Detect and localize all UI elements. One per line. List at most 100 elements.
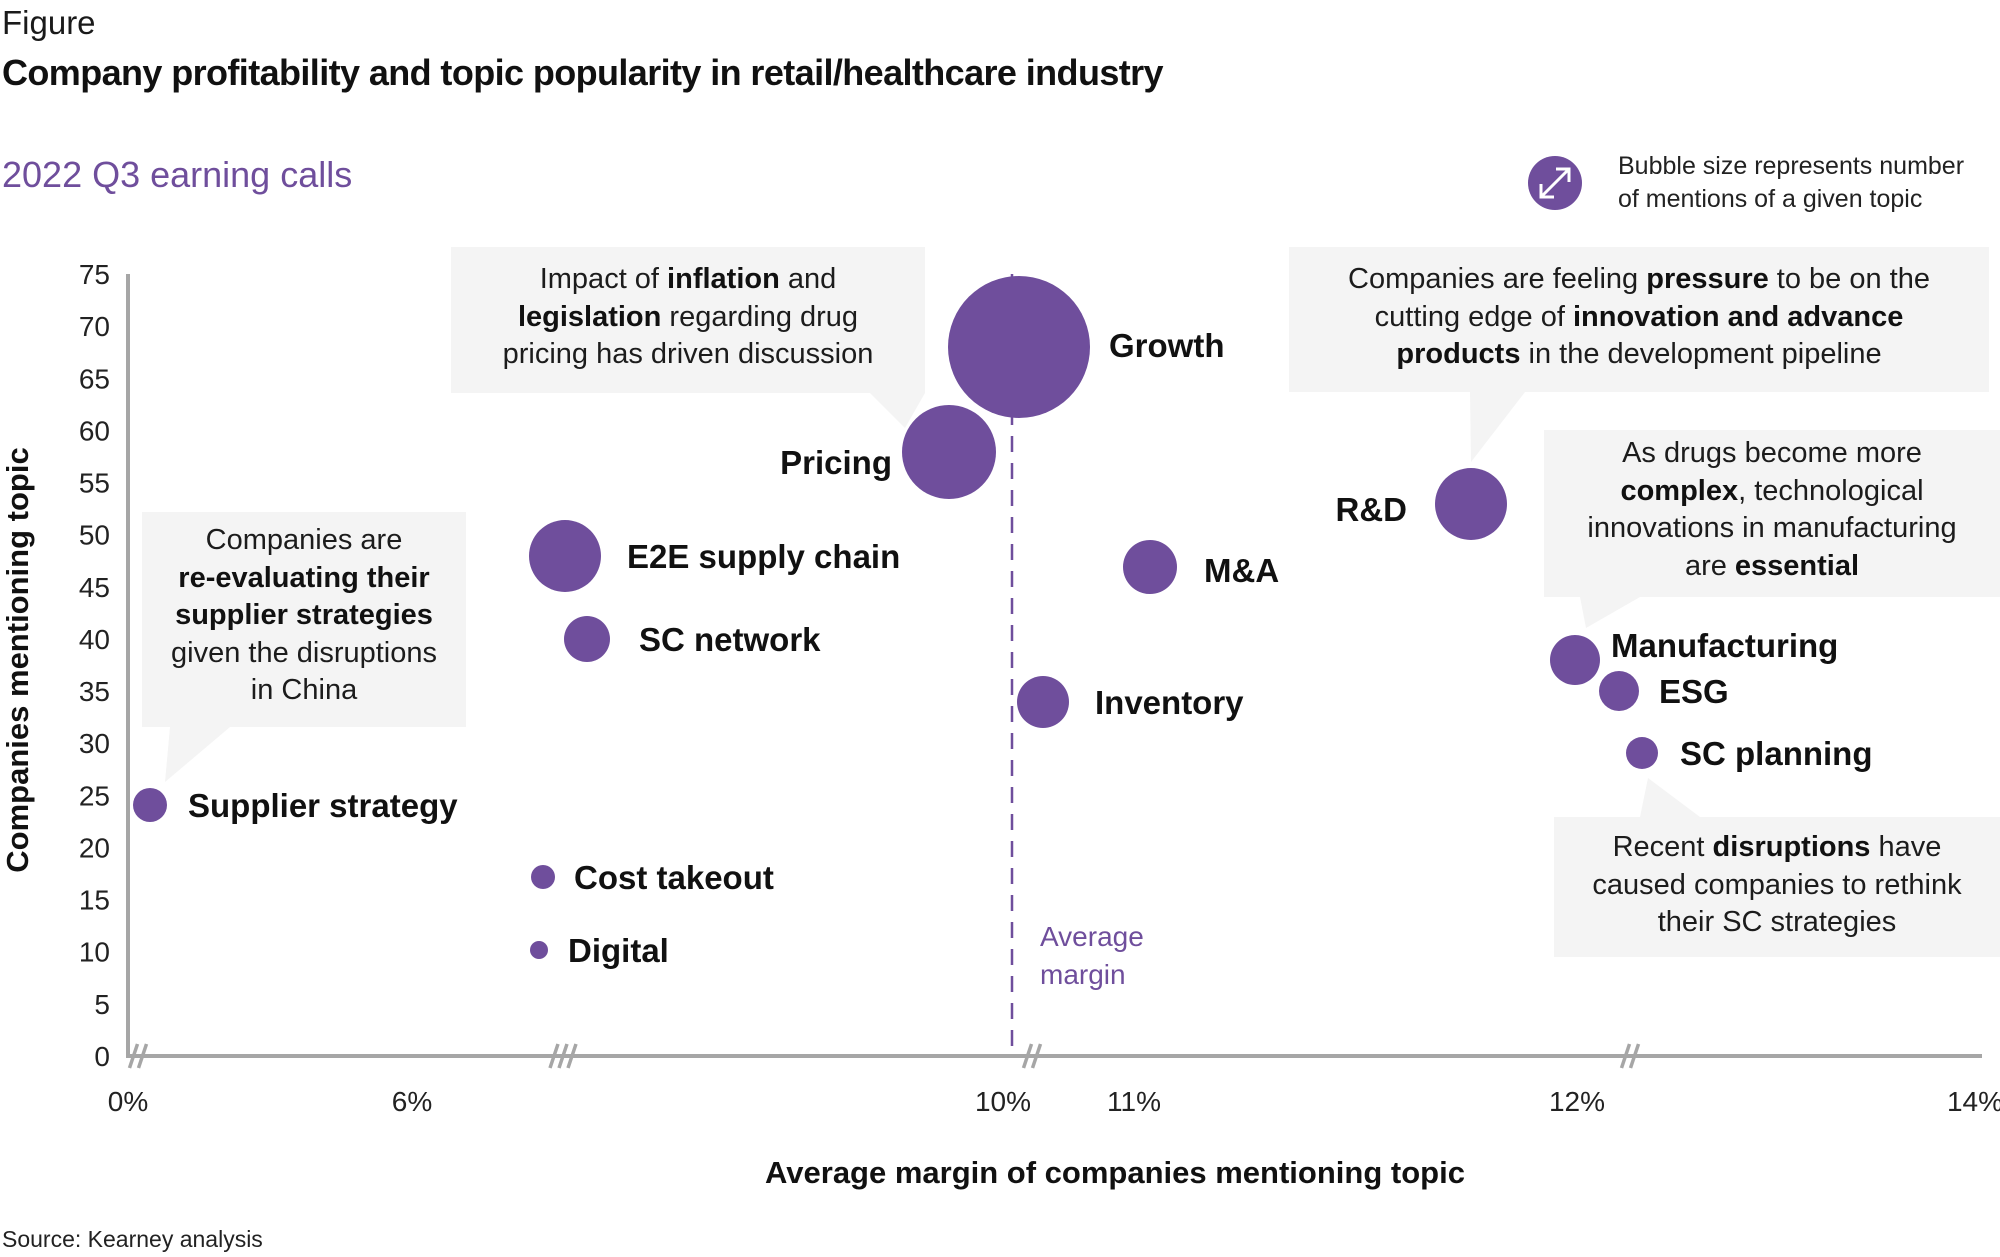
y-tick-label: 25 xyxy=(79,780,110,811)
y-tick-label: 35 xyxy=(79,676,110,707)
bubble-label: Pricing xyxy=(780,444,892,481)
callout-text: in the development pipeline xyxy=(1520,338,1882,370)
y-tick-label: 45 xyxy=(79,572,110,603)
bubble-growth xyxy=(948,276,1090,418)
figure-label: Figure xyxy=(2,4,96,41)
callout-tails xyxy=(165,392,1700,817)
callout-text: products xyxy=(1396,338,1521,370)
y-tick-label: 15 xyxy=(79,885,110,916)
bubble-sc-planning xyxy=(1626,737,1658,769)
y-tick-label: 50 xyxy=(79,520,110,551)
size-legend-line-2: of mentions of a given topic xyxy=(1618,185,1923,213)
x-tick-label: 14% xyxy=(1947,1086,2000,1117)
callout-rnd: Companies are feeling pressure to be on … xyxy=(1289,247,1989,392)
bubble-label: R&D xyxy=(1336,491,1408,528)
break-stroke xyxy=(566,1043,578,1069)
axis-break-mark xyxy=(1021,1043,1043,1069)
y-tick-label: 0 xyxy=(94,1041,110,1072)
callout-tail xyxy=(1640,778,1700,817)
callout-tail xyxy=(1470,392,1525,462)
y-tick-label: 20 xyxy=(79,832,110,863)
callout-text: pressure xyxy=(1646,263,1769,295)
bubble-label: Inventory xyxy=(1095,684,1244,721)
resize-arrows-icon xyxy=(1528,156,1582,210)
bubble-manufacturing xyxy=(1550,635,1600,685)
break-stroke xyxy=(548,1043,560,1069)
callout-pricing: Impact of inflation and legislation regar… xyxy=(451,247,925,393)
bubble-labels: Supplier strategy E2E supply chain SC netw… xyxy=(188,327,1873,969)
y-tick-label: 60 xyxy=(79,415,110,446)
break-stroke xyxy=(1030,1043,1043,1069)
y-tick-label: 30 xyxy=(79,728,110,759)
callout-tail xyxy=(165,727,230,782)
bubble-label: Digital xyxy=(568,932,669,969)
callout-text: pricing has driven discussion xyxy=(502,338,874,370)
bubble-pricing xyxy=(902,405,996,499)
break-stroke xyxy=(136,1043,149,1069)
y-tick-label: 65 xyxy=(79,363,110,394)
y-tick-label: 5 xyxy=(94,989,110,1020)
callout-text: caused companies to rethink xyxy=(1592,868,1962,901)
y-tick-label: 55 xyxy=(79,468,110,499)
bubble-label: Manufacturing xyxy=(1611,627,1838,664)
callout-text: supplier strategies xyxy=(175,599,433,631)
axis-break-mark xyxy=(1619,1043,1641,1069)
callout-manufacturing: As drugs become more complex, technologic… xyxy=(1544,430,2000,597)
callout-text: Recent xyxy=(1612,831,1713,863)
callout-text: complex xyxy=(1620,474,1739,507)
callout-tail xyxy=(1580,597,1640,628)
bubble-r-d xyxy=(1435,468,1507,540)
bubble-digital xyxy=(530,941,548,959)
source-note: Source: Kearney analysis xyxy=(2,1226,263,1252)
break-stroke xyxy=(127,1043,140,1069)
y-tick-label: 40 xyxy=(79,624,110,655)
average-margin-label: Average xyxy=(1040,921,1144,952)
callout-text: , technological xyxy=(1738,474,1924,507)
y-tick-label: 75 xyxy=(79,259,110,290)
callout-text: innovation and advance xyxy=(1572,300,1904,333)
chart-title: Company profitability and topic populari… xyxy=(2,52,1164,93)
callout-text: their SC strategies xyxy=(1657,906,1897,938)
bubble-label: Supplier strategy xyxy=(188,787,458,824)
break-stroke xyxy=(1619,1043,1632,1069)
x-tick-label: 10% xyxy=(975,1086,1031,1117)
bubble-label: SC planning xyxy=(1680,735,1873,772)
break-stroke xyxy=(1628,1043,1641,1069)
callout-text: innovations in manufacturing xyxy=(1587,512,1957,544)
bubbles xyxy=(133,276,1658,959)
callout-tail xyxy=(870,393,925,428)
x-tick-label: 12% xyxy=(1549,1086,1605,1117)
callout-text: essential xyxy=(1734,549,1860,582)
bubble-supplier-strategy xyxy=(133,788,167,822)
bubble-label: M&A xyxy=(1204,552,1279,589)
callout-text: and xyxy=(779,263,837,295)
callout-text: legislation xyxy=(517,300,662,333)
bubble-esg xyxy=(1599,671,1639,711)
y-axis-title: Companies mentioning topic xyxy=(0,447,35,872)
bubble-inventory xyxy=(1017,676,1069,728)
callout-text: Companies are feeling xyxy=(1348,263,1647,295)
bubble-e2e-supply-chain xyxy=(529,520,601,592)
callout-text: given the disruptions xyxy=(171,636,437,669)
callout-text: in China xyxy=(250,674,358,706)
callout-text: are xyxy=(1684,549,1735,582)
x-tick-label: 0% xyxy=(108,1086,148,1117)
axis-break-mark xyxy=(127,1043,149,1069)
average-margin-label: margin xyxy=(1040,959,1126,990)
x-axis-title: Average margin of companies mentioning t… xyxy=(765,1155,1465,1190)
callout-supplier-strategy: Companies are re-evaluating their supplier… xyxy=(142,512,466,727)
bubble-cost-takeout xyxy=(531,865,555,889)
axis-break-mark xyxy=(548,1043,578,1069)
callout-text: have xyxy=(1870,831,1942,863)
bubble-label: Cost takeout xyxy=(574,859,774,896)
callout-text: As drugs become more xyxy=(1622,437,1922,469)
callout-text: cutting edge of xyxy=(1374,300,1573,333)
callout-text: regarding drug xyxy=(661,300,859,333)
callout-text: disruptions xyxy=(1712,831,1871,863)
chart-subtitle: 2022 Q3 earning calls xyxy=(2,154,353,195)
callout-text: re-evaluating their xyxy=(178,561,430,594)
x-tick-label: 11% xyxy=(1107,1086,1161,1117)
bubble-label: E2E supply chain xyxy=(627,538,900,575)
bubble-m-a xyxy=(1123,540,1177,594)
bubble-label: SC network xyxy=(639,621,821,658)
